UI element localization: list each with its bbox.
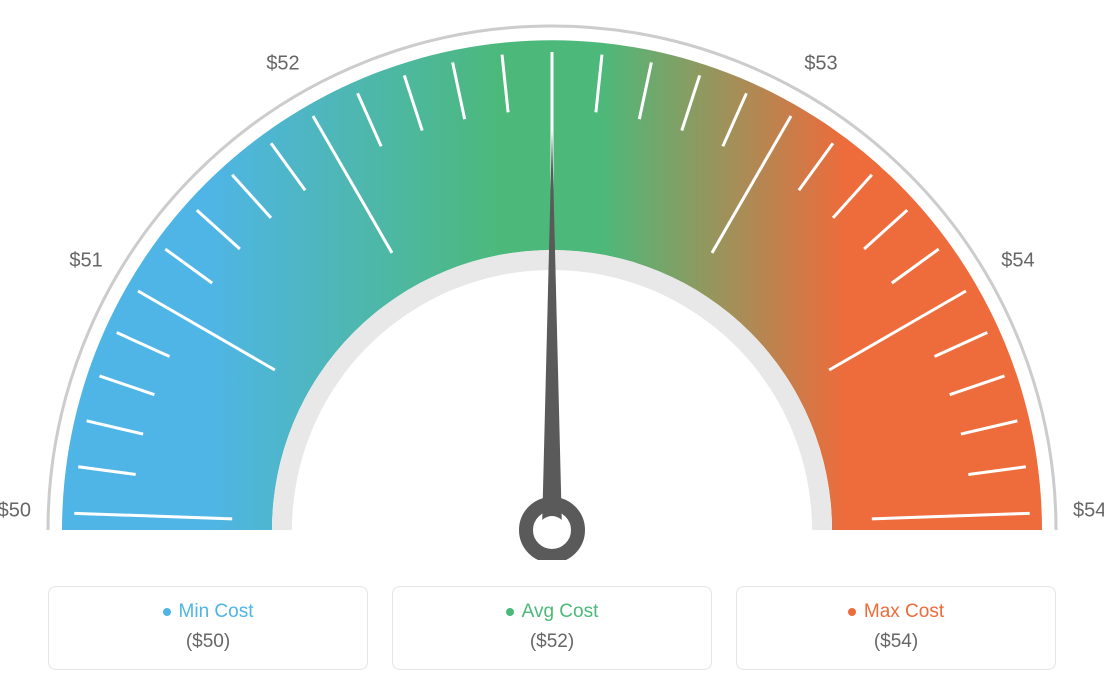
- gauge-tick-label: $54: [1073, 500, 1104, 523]
- legend-card-min: Min Cost ($50): [48, 586, 368, 670]
- legend-label-min: Min Cost: [179, 601, 254, 623]
- legend-label-avg: Avg Cost: [522, 601, 599, 623]
- dot-icon: [506, 608, 514, 616]
- gauge-tick-label: $51: [69, 250, 102, 273]
- gauge-chart: $50 $51 $52 $52 $53 $54 $54: [0, 0, 1104, 560]
- legend-title-max: Max Cost: [848, 601, 944, 623]
- legend-card-avg: Avg Cost ($52): [392, 586, 712, 670]
- gauge-tick-label: $52: [535, 0, 568, 4]
- legend-title-min: Min Cost: [163, 601, 254, 623]
- dot-icon: [163, 608, 171, 616]
- gauge-tick-label: $53: [804, 53, 837, 76]
- legend-row: Min Cost ($50) Avg Cost ($52) Max Cost (…: [40, 586, 1064, 670]
- legend-card-max: Max Cost ($54): [736, 586, 1056, 670]
- gauge-svg: [0, 0, 1104, 560]
- dot-icon: [848, 608, 856, 616]
- legend-value-min: ($50): [69, 631, 347, 653]
- legend-label-max: Max Cost: [864, 601, 944, 623]
- gauge-tick-label: $50: [0, 500, 31, 523]
- gauge-tick-label: $52: [266, 53, 299, 76]
- legend-title-avg: Avg Cost: [506, 601, 599, 623]
- legend-value-avg: ($52): [413, 631, 691, 653]
- legend-value-max: ($54): [757, 631, 1035, 653]
- gauge-tick-label: $54: [1001, 250, 1034, 273]
- chart-container: $50 $51 $52 $52 $53 $54 $54 Min Cost ($50) Avg…: [0, 0, 1104, 690]
